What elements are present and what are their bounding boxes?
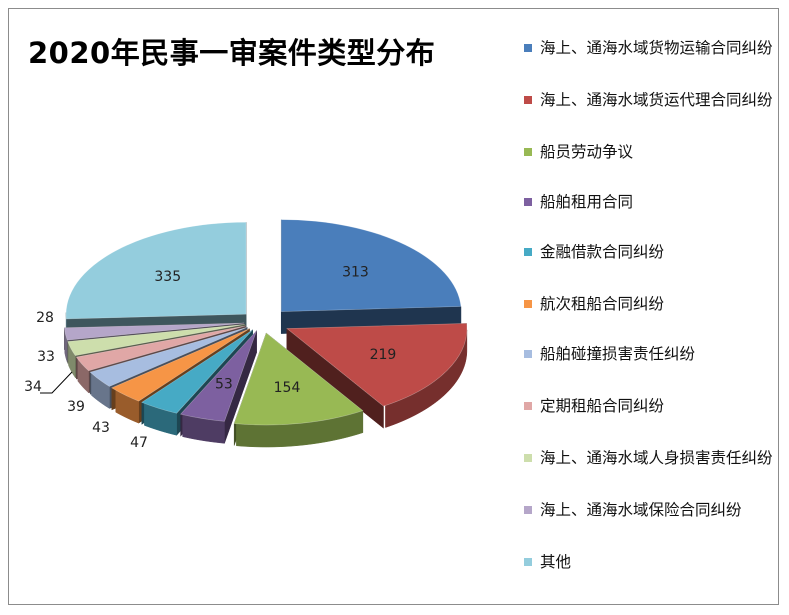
legend-item: 其他 [524, 550, 774, 574]
legend-swatch [524, 96, 532, 104]
pie-slice [280, 219, 462, 312]
pie-slice [64, 322, 245, 341]
legend-swatch [524, 454, 532, 462]
pie-slice [286, 323, 468, 407]
pie-slice [67, 324, 245, 356]
legend-label: 船舶租用合同 [540, 193, 634, 211]
pie-slice [75, 325, 246, 372]
legend-item: 船员劳动争议 [524, 140, 774, 164]
legend-swatch [524, 558, 532, 566]
data-label: 34 [24, 379, 42, 395]
legend-item: 船舶碰撞损害责任纠纷 [524, 342, 774, 366]
pie-tops [64, 219, 468, 426]
legend-label: 船舶碰撞损害责任纠纷 [540, 345, 696, 363]
pie-slice [111, 328, 250, 402]
legend-item: 海上、通海水域货运代理合同纠纷 [524, 88, 774, 112]
legend-swatch [524, 44, 532, 52]
data-label: 154 [274, 380, 301, 396]
legend-swatch [524, 402, 532, 410]
pie-slice [65, 221, 247, 320]
legend-label: 航次租船合同纠纷 [540, 295, 665, 313]
legend-item: 海上、通海水域保险合同纠纷 [524, 498, 774, 522]
legend-label: 船员劳动争议 [540, 143, 634, 161]
data-label: 33 [37, 349, 55, 365]
legend-item: 定期租船合同纠纷 [524, 394, 774, 418]
data-label: 53 [215, 376, 233, 392]
pie-labels: 313 219 154 53 47 43 39 34 33 28 335 [24, 264, 396, 451]
legend-item: 船舶租用合同 [524, 190, 774, 214]
legend-label: 定期租船合同纠纷 [540, 397, 665, 415]
data-label: 219 [370, 347, 397, 363]
legend-label: 海上、通海水域保险合同纠纷 [540, 501, 742, 519]
legend-item: 海上、通海水域货物运输合同纠纷 [524, 36, 774, 60]
legend-label: 金融借款合同纠纷 [540, 243, 665, 261]
data-label: 335 [154, 269, 181, 285]
chart-title: 2020年民事一审案件类型分布 [28, 36, 436, 70]
legend-swatch [524, 506, 532, 514]
data-label: 39 [67, 399, 85, 415]
legend-item: 海上、通海水域人身损害责任纠纷 [524, 446, 774, 470]
data-label: 43 [92, 420, 110, 436]
pie-slice [233, 332, 364, 426]
legend-swatch [524, 248, 532, 256]
pie-slice [180, 330, 257, 422]
pie-slice [89, 326, 248, 387]
legend-swatch [524, 300, 532, 308]
pie-slice [141, 329, 253, 414]
legend-label: 海上、通海水域货物运输合同纠纷 [540, 39, 773, 57]
legend-item: 航次租船合同纠纷 [524, 292, 774, 316]
legend-swatch [524, 148, 532, 156]
data-label: 47 [130, 435, 148, 451]
legend-swatch [524, 350, 532, 358]
legend-swatch [524, 198, 532, 206]
legend-label: 海上、通海水域货运代理合同纠纷 [540, 91, 773, 109]
legend-item: 金融借款合同纠纷 [524, 240, 774, 264]
legend-label: 海上、通海水域人身损害责任纠纷 [540, 449, 773, 467]
data-label: 28 [36, 310, 54, 326]
data-label: 313 [342, 264, 369, 280]
label-leader-line [40, 371, 73, 394]
legend-label: 其他 [540, 553, 572, 571]
